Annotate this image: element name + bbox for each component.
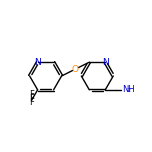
Text: N: N bbox=[34, 58, 41, 67]
Text: F: F bbox=[29, 90, 34, 99]
Text: NH: NH bbox=[122, 85, 135, 94]
Text: F: F bbox=[29, 94, 34, 103]
Text: 2: 2 bbox=[126, 88, 130, 93]
Text: F: F bbox=[29, 98, 34, 107]
Text: N: N bbox=[102, 58, 109, 67]
Text: O: O bbox=[72, 65, 79, 74]
